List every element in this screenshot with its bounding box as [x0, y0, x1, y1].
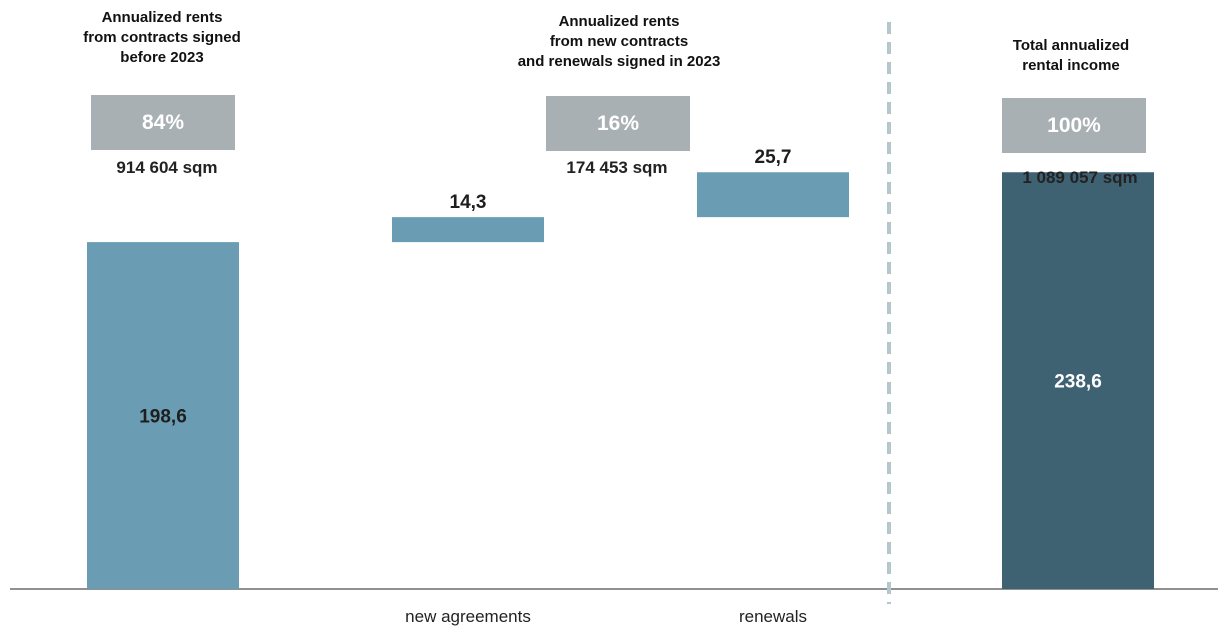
x-tick-label-1: new agreements	[405, 607, 531, 626]
x-tick-label-2: renewals	[739, 607, 807, 626]
share-badge-2023-contracts: 16%	[546, 96, 690, 151]
share-badge-total: 100%	[1002, 98, 1146, 153]
area-prior-contracts: 914 604 sqm	[37, 158, 297, 178]
bar-2	[697, 172, 849, 217]
bar-value-label-2: 25,7	[755, 147, 792, 168]
bar-1	[392, 217, 544, 242]
header-caption-total: Total annualized rental income	[921, 36, 1218, 76]
bar-value-label-3: 238,6	[1054, 372, 1102, 393]
area-total: 1 089 057 sqm	[950, 168, 1210, 188]
header-caption-prior-contracts: Annualized rents from contracts signed b…	[12, 8, 312, 68]
bar-value-label-0: 198,6	[139, 407, 187, 428]
header-caption-2023-contracts: Annualized rents from new contracts and …	[469, 12, 769, 72]
bar-value-label-1: 14,3	[450, 192, 487, 213]
area-2023-contracts: 174 453 sqm	[487, 158, 747, 178]
share-badge-prior-contracts: 84%	[91, 95, 235, 150]
